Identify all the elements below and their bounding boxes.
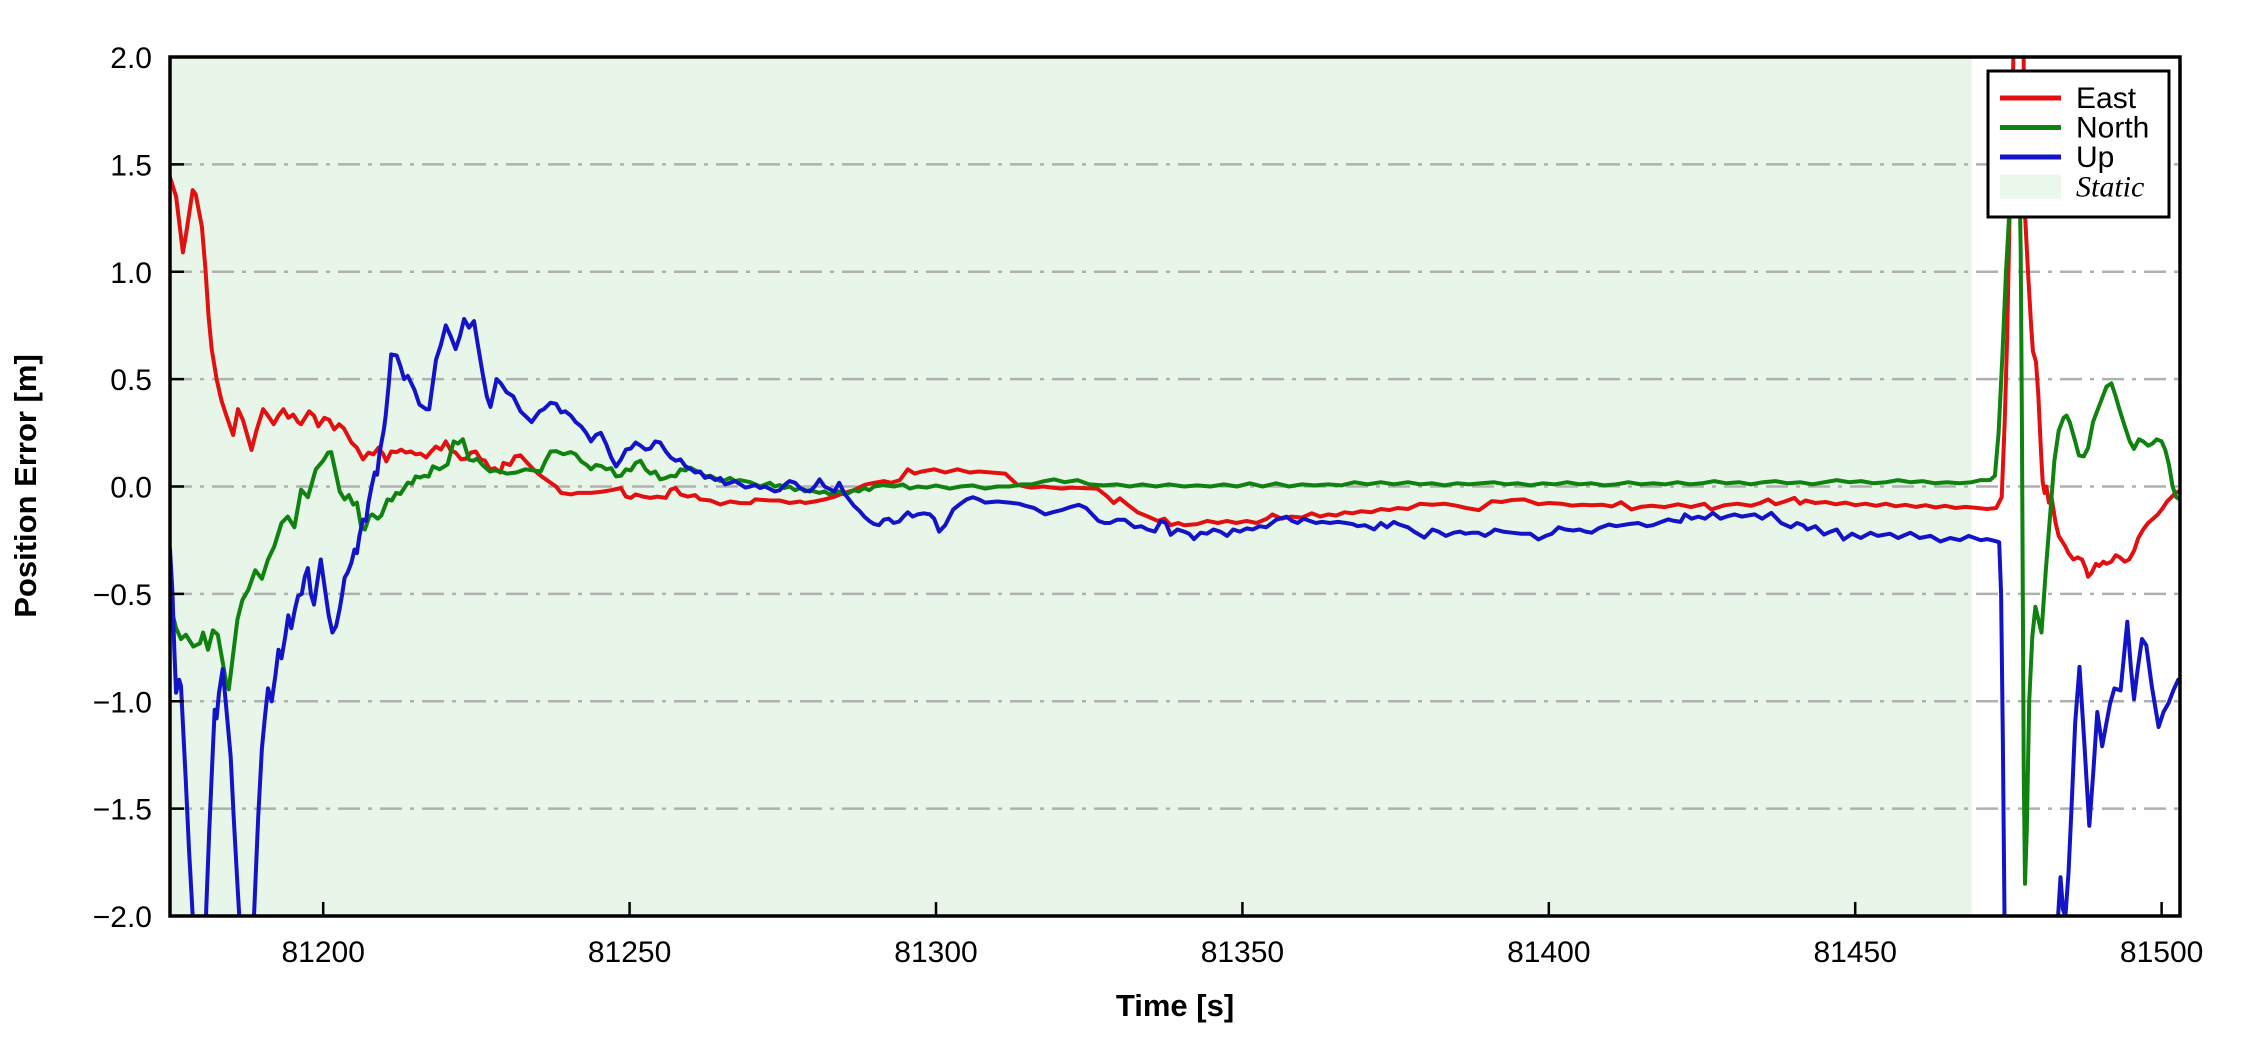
x-tick-label-81500: 81500 bbox=[2120, 936, 2203, 969]
axis-ticks bbox=[170, 55, 2163, 918]
y-tick-label-1: 1.0 bbox=[110, 257, 152, 290]
legend-label-north: North bbox=[2076, 112, 2149, 145]
y-tick-label--2: −2.0 bbox=[93, 901, 152, 934]
legend-label-up: Up bbox=[2076, 141, 2114, 174]
x-tick-label-81400: 81400 bbox=[1507, 936, 1590, 969]
y-tick-label-1.5: 1.5 bbox=[110, 149, 152, 182]
x-tick-label-81250: 81250 bbox=[588, 936, 671, 969]
x-tick-label-81300: 81300 bbox=[894, 936, 977, 969]
y-tick-label-2: 2.0 bbox=[110, 42, 152, 75]
legend-label-east: East bbox=[2076, 82, 2137, 115]
y-axis-label: Position Error [m] bbox=[8, 354, 43, 618]
x-axis-label: Time [s] bbox=[1116, 988, 1234, 1023]
y-tick-label--1.5: −1.5 bbox=[93, 794, 152, 827]
y-tick-label-0.5: 0.5 bbox=[110, 364, 152, 397]
y-tick-label-0: 0.0 bbox=[110, 472, 152, 505]
legend-label-static: Static bbox=[2076, 171, 2144, 204]
east-line bbox=[170, 57, 2180, 579]
x-tick-label-81350: 81350 bbox=[1201, 936, 1284, 969]
x-tick-labels: 81200 81250 81300 81350 81400 81450 81500 bbox=[281, 936, 2203, 969]
x-tick-label-81200: 81200 bbox=[281, 936, 364, 969]
y-tick-label--0.5: −0.5 bbox=[93, 579, 152, 612]
y-tick-label--1: −1.0 bbox=[93, 686, 152, 719]
x-tick-label-81450: 81450 bbox=[1813, 936, 1896, 969]
up-line bbox=[170, 317, 2180, 916]
legend-swatch-static bbox=[2000, 174, 2061, 199]
y-tick-labels: 2.0 1.5 1.0 0.5 0.0 −0.5 −1.0 −1.5 −2.0 bbox=[93, 42, 152, 934]
